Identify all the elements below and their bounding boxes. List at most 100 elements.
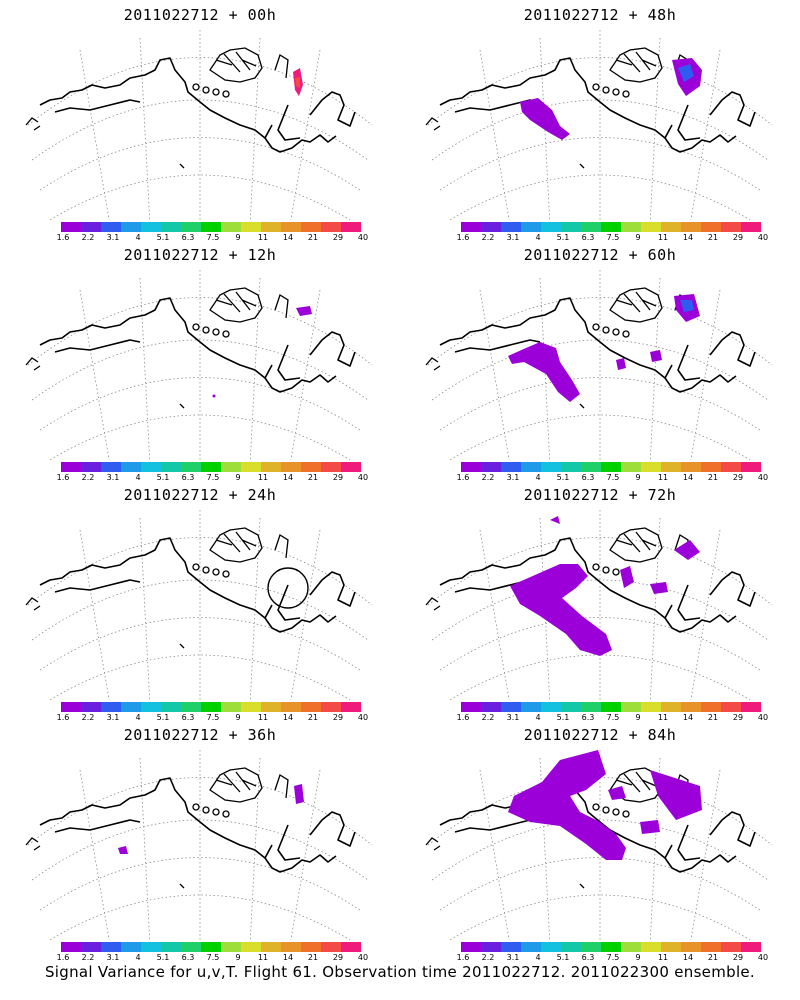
colorbar-tick-label: 9 bbox=[635, 233, 641, 242]
colorbar-labels: 1.6 2.2 3.1 4 5.1 6.3 7.5 9 11 14 21 29 40 bbox=[457, 712, 768, 724]
colorbar-swatch bbox=[221, 462, 241, 472]
colorbar-swatch bbox=[101, 222, 121, 232]
colorbar-tick-label: 14 bbox=[282, 233, 294, 242]
colorbar-swatch bbox=[281, 702, 301, 712]
colorbar-swatch bbox=[481, 462, 501, 472]
colorbar-swatch bbox=[281, 222, 301, 232]
colorbar-tick-label: 3.1 bbox=[506, 713, 520, 722]
colorbar-swatch bbox=[261, 462, 281, 472]
colorbar-swatch bbox=[721, 702, 741, 712]
colorbar-swatch bbox=[681, 222, 701, 232]
colorbar-tick-label: 5.1 bbox=[556, 473, 570, 482]
colorbar-swatch bbox=[81, 702, 101, 712]
colorbar-swatch bbox=[541, 222, 561, 232]
polar-map bbox=[25, 750, 373, 940]
colorbar-swatch bbox=[581, 702, 601, 712]
map-panel: 2011022712 + 12h 1.6 2.2 3.1 4 5.1 6.3 7.5 9 11 1… bbox=[0, 240, 400, 482]
polar-map bbox=[425, 510, 773, 700]
colorbar-swatch bbox=[501, 702, 521, 712]
colorbar-swatch bbox=[61, 462, 81, 472]
panel-title: 2011022712 + 00h bbox=[123, 6, 277, 24]
colorbar-tick-label: 7.5 bbox=[206, 953, 220, 962]
colorbar: 1.6 2.2 3.1 4 5.1 6.3 7.5 9 11 14 21 29 40 bbox=[457, 942, 768, 964]
colorbar-swatch bbox=[681, 942, 701, 952]
colorbar-tick-label: 9 bbox=[635, 713, 641, 722]
colorbar-tick-label: 14 bbox=[282, 953, 294, 962]
colorbar-swatch bbox=[61, 222, 81, 232]
colorbar-tick-label: 3.1 bbox=[106, 713, 120, 722]
colorbar-swatch bbox=[581, 462, 601, 472]
colorbar-labels: 1.6 2.2 3.1 4 5.1 6.3 7.5 9 11 14 21 29 40 bbox=[57, 952, 368, 964]
colorbar: 1.6 2.2 3.1 4 5.1 6.3 7.5 9 11 14 21 29 40 bbox=[457, 222, 768, 244]
colorbar-swatch bbox=[241, 462, 261, 472]
colorbar-tick-label: 4 bbox=[535, 473, 541, 482]
colorbar-tick-label: 9 bbox=[235, 713, 241, 722]
colorbar-swatch bbox=[201, 942, 221, 952]
colorbar-swatch bbox=[321, 222, 341, 232]
colorbar-swatch bbox=[601, 702, 621, 712]
colorbar-swatch bbox=[61, 702, 81, 712]
colorbar-tick-label: 7.5 bbox=[606, 953, 620, 962]
colorbar-tick-label: 4 bbox=[135, 233, 141, 242]
panel-title: 2011022712 + 24h bbox=[123, 486, 277, 504]
colorbar-tick-label: 2.2 bbox=[81, 953, 95, 962]
colorbar-tick-label: 6.3 bbox=[181, 953, 195, 962]
colorbar-swatch bbox=[301, 462, 321, 472]
colorbar-swatches bbox=[61, 942, 361, 952]
map-panel: 2011022712 + 84h 1.6 2.2 3.1 4 5.1 6.3 7.5 9 11 1… bbox=[400, 720, 800, 962]
colorbar-tick-label: 2.2 bbox=[81, 233, 95, 242]
colorbar-swatches bbox=[61, 462, 361, 472]
colorbar-swatch bbox=[741, 222, 761, 232]
colorbar-tick-label: 1.6 bbox=[456, 233, 470, 242]
colorbar-tick-label: 40 bbox=[757, 713, 769, 722]
colorbar-swatch bbox=[561, 462, 581, 472]
map-panel: 2011022712 + 00h 1.6 2.2 3.1 4 5.1 6.3 7.5 9 11 1… bbox=[0, 0, 400, 242]
colorbar-tick-label: 4 bbox=[535, 953, 541, 962]
colorbar-labels: 1.6 2.2 3.1 4 5.1 6.3 7.5 9 11 14 21 29 40 bbox=[57, 712, 368, 724]
colorbar-swatch bbox=[601, 462, 621, 472]
colorbar-swatch bbox=[661, 222, 681, 232]
colorbar-swatch bbox=[141, 702, 161, 712]
colorbar-tick-label: 11 bbox=[257, 233, 269, 242]
variance-overlay bbox=[293, 68, 303, 96]
colorbar-tick-label: 2.2 bbox=[481, 233, 495, 242]
colorbar-swatch bbox=[541, 942, 561, 952]
colorbar-swatch bbox=[281, 942, 301, 952]
colorbar-labels: 1.6 2.2 3.1 4 5.1 6.3 7.5 9 11 14 21 29 40 bbox=[57, 232, 368, 244]
colorbar-swatch bbox=[161, 942, 181, 952]
colorbar-tick-label: 5.1 bbox=[556, 713, 570, 722]
colorbar-tick-label: 7.5 bbox=[206, 233, 220, 242]
colorbar-tick-label: 21 bbox=[707, 953, 719, 962]
colorbar-swatch bbox=[181, 222, 201, 232]
colorbar-tick-label: 6.3 bbox=[581, 473, 595, 482]
colorbar-tick-label: 1.6 bbox=[456, 473, 470, 482]
colorbar-swatch bbox=[461, 462, 481, 472]
colorbar-swatch bbox=[521, 462, 541, 472]
colorbar-swatch bbox=[581, 222, 601, 232]
colorbar-swatch bbox=[701, 222, 721, 232]
colorbar-swatch bbox=[621, 942, 641, 952]
colorbar-swatch bbox=[641, 702, 661, 712]
panel-title: 2011022712 + 84h bbox=[523, 726, 677, 744]
colorbar-swatch bbox=[741, 942, 761, 952]
colorbar-tick-label: 3.1 bbox=[506, 953, 520, 962]
colorbar-tick-label: 6.3 bbox=[581, 233, 595, 242]
colorbar-tick-label: 40 bbox=[357, 953, 369, 962]
colorbar-labels: 1.6 2.2 3.1 4 5.1 6.3 7.5 9 11 14 21 29 40 bbox=[457, 232, 768, 244]
colorbar-tick-label: 29 bbox=[732, 953, 744, 962]
colorbar-tick-label: 3.1 bbox=[506, 233, 520, 242]
colorbar-swatches bbox=[61, 702, 361, 712]
colorbar-tick-label: 1.6 bbox=[456, 713, 470, 722]
colorbar-tick-label: 2.2 bbox=[481, 953, 495, 962]
colorbar-swatches bbox=[61, 222, 361, 232]
colorbar-swatch bbox=[221, 222, 241, 232]
colorbar-swatch bbox=[101, 942, 121, 952]
colorbar: 1.6 2.2 3.1 4 5.1 6.3 7.5 9 11 14 21 29 40 bbox=[457, 462, 768, 484]
colorbar-tick-label: 2.2 bbox=[481, 473, 495, 482]
colorbar-tick-label: 9 bbox=[235, 953, 241, 962]
colorbar-tick-label: 4 bbox=[535, 233, 541, 242]
variance-overlay bbox=[212, 306, 312, 398]
colorbar-swatch bbox=[201, 462, 221, 472]
colorbar-swatch bbox=[81, 942, 101, 952]
colorbar-swatch bbox=[301, 222, 321, 232]
